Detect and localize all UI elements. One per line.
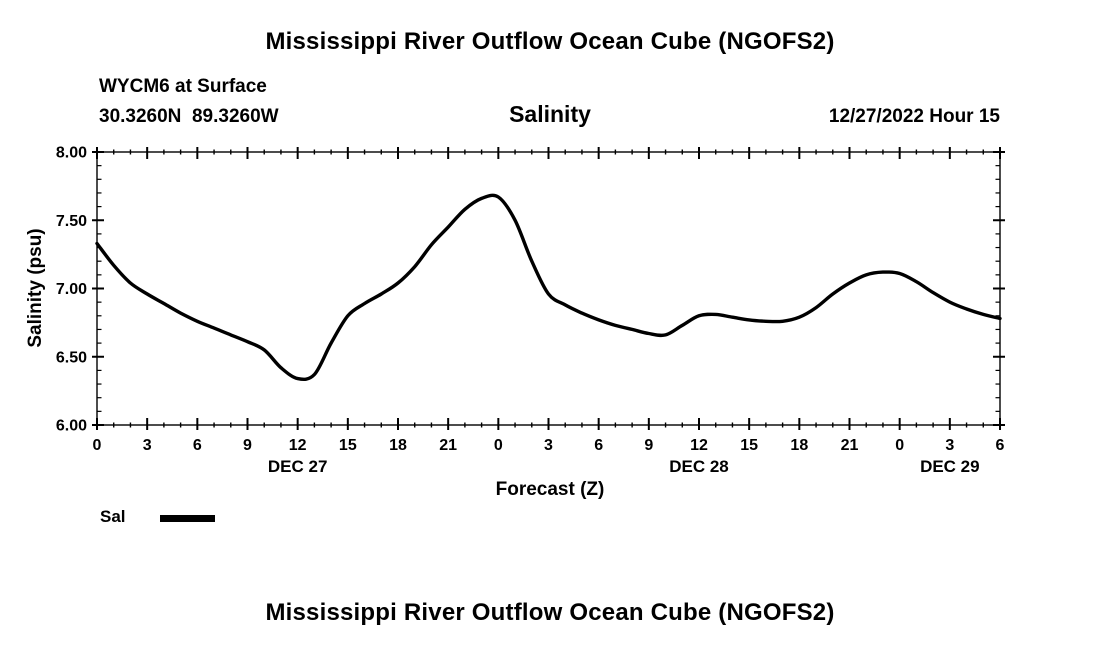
x-tick-label: 6 <box>193 437 202 454</box>
x-tick-label: 18 <box>790 437 808 454</box>
x-tick-label: 15 <box>339 437 357 454</box>
x-tick-label: 3 <box>945 437 954 454</box>
x-tick-label: 21 <box>439 437 457 454</box>
legend-label: Sal <box>100 507 126 526</box>
y-tick-label: 7.00 <box>56 281 87 298</box>
y-tick-label: 8.00 <box>56 145 87 162</box>
forecast-datetime: 12/27/2022 Hour 15 <box>828 106 1000 127</box>
x-tick-label: 21 <box>841 437 859 454</box>
x-tick-label: 9 <box>644 437 653 454</box>
x-date-label: DEC 29 <box>920 457 980 476</box>
page-title: Mississippi River Outflow Ocean Cube (NG… <box>265 28 835 55</box>
x-tick-label: 0 <box>895 437 904 454</box>
x-tick-label: 9 <box>243 437 252 454</box>
y-tick-label: 6.50 <box>56 349 87 366</box>
x-tick-label: 0 <box>494 437 503 454</box>
station-name: WYCM6 at Surface <box>99 76 267 97</box>
y-axis-label: Salinity (psu) <box>25 228 46 348</box>
y-tick-label: 6.00 <box>56 418 87 435</box>
station-coords: 30.3260N 89.3260W <box>99 106 279 127</box>
x-tick-label: 6 <box>594 437 603 454</box>
x-tick-label: 3 <box>544 437 553 454</box>
y-tick-label: 7.50 <box>56 213 87 230</box>
x-tick-label: 12 <box>289 437 307 454</box>
series-line-sal <box>95 193 1002 382</box>
footer-title: Mississippi River Outflow Ocean Cube (NG… <box>265 599 835 626</box>
x-tick-label: 12 <box>690 437 708 454</box>
x-date-label: DEC 28 <box>669 457 729 476</box>
x-tick-label: 0 <box>93 437 102 454</box>
x-tick-label: 3 <box>143 437 152 454</box>
x-axis-label: Forecast (Z) <box>495 479 605 500</box>
x-date-label: DEC 27 <box>268 457 328 476</box>
x-tick-label: 6 <box>996 437 1005 454</box>
variable-title: Salinity <box>509 101 591 127</box>
plot-border <box>96 151 1001 426</box>
legend-line-swatch <box>160 515 215 522</box>
x-tick-label: 15 <box>740 437 758 454</box>
x-tick-label: 18 <box>389 437 407 454</box>
